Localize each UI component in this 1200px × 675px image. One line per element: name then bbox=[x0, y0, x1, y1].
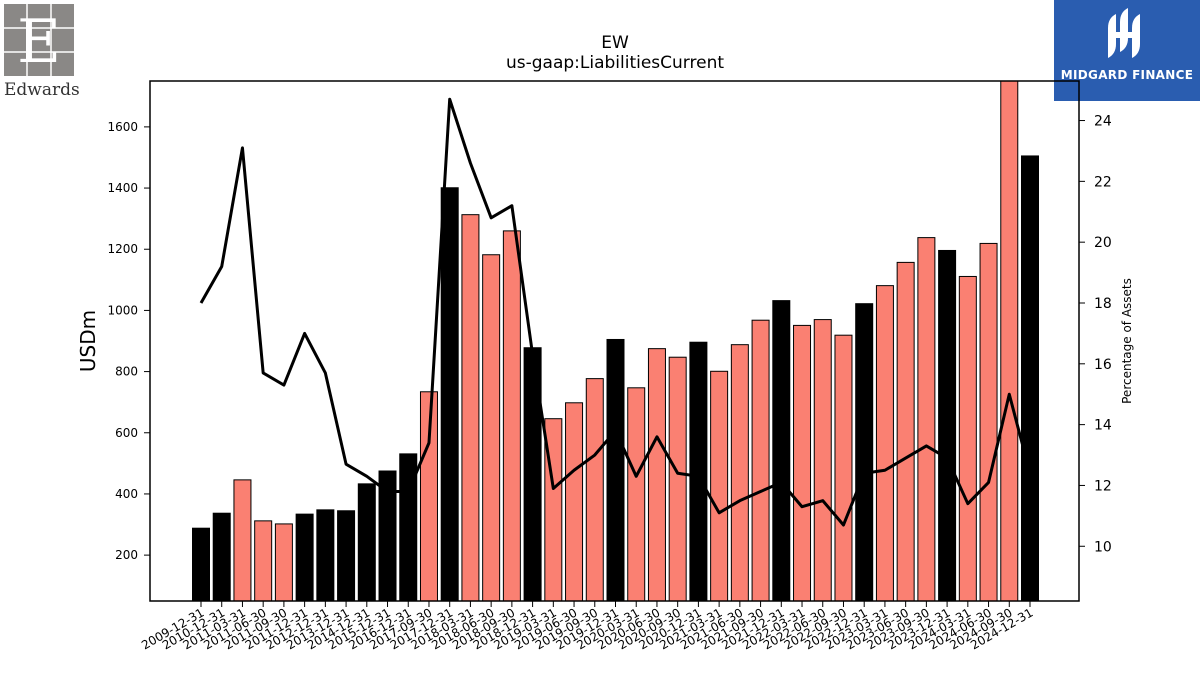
edwards-logo: E Edwards bbox=[4, 4, 80, 100]
y-axis-left: 200 400 600 800 1000 1200 1400 1600 bbox=[107, 120, 150, 562]
bar bbox=[813, 319, 832, 602]
y2-axis-label: Percentage of Assets bbox=[1120, 278, 1134, 404]
bar bbox=[710, 370, 729, 602]
y-tick-label: 400 bbox=[115, 487, 138, 501]
line-path bbox=[199, 97, 1032, 527]
y2-tick-label: 14 bbox=[1094, 418, 1112, 434]
bar bbox=[730, 344, 749, 602]
edwards-logo-text: Edwards bbox=[4, 80, 80, 100]
y-tick-label: 1600 bbox=[107, 120, 138, 134]
bar bbox=[896, 261, 915, 602]
chart-subtitle: us-gaap:LiabilitiesCurrent bbox=[506, 53, 724, 73]
y-axis-label: USDm bbox=[76, 310, 100, 372]
y2-tick-label: 12 bbox=[1094, 478, 1112, 494]
y-tick-label: 800 bbox=[115, 365, 138, 379]
bar bbox=[440, 187, 459, 602]
bar bbox=[647, 348, 666, 602]
bar bbox=[565, 402, 584, 602]
bar bbox=[958, 275, 977, 602]
midgard-logo-text: MIDGARD FINANCE bbox=[1060, 68, 1194, 82]
bar bbox=[585, 378, 604, 602]
y2-tick-label: 10 bbox=[1094, 539, 1112, 555]
bar bbox=[875, 285, 894, 602]
bar bbox=[337, 510, 356, 602]
y2-tick-label: 20 bbox=[1094, 235, 1112, 251]
bar bbox=[357, 483, 376, 602]
bar bbox=[855, 303, 874, 602]
bar bbox=[689, 341, 708, 602]
x-axis: 2009-12-312010-12-312011-03-312011-06-30… bbox=[139, 601, 1036, 652]
bar bbox=[627, 387, 646, 602]
bar bbox=[482, 254, 501, 602]
bar bbox=[1021, 155, 1039, 602]
bar bbox=[606, 338, 625, 602]
bar bbox=[668, 356, 687, 602]
bar bbox=[772, 300, 791, 602]
y2-tick-label: 22 bbox=[1094, 174, 1112, 190]
plot-frame bbox=[149, 80, 1080, 602]
bar bbox=[917, 237, 936, 602]
y-tick-label: 1400 bbox=[107, 181, 138, 195]
bar bbox=[295, 513, 314, 602]
y-axis-right: 10 12 14 16 18 20 22 24 bbox=[1079, 114, 1112, 555]
bar bbox=[1000, 80, 1019, 602]
edwards-logo-mark: E bbox=[4, 4, 74, 77]
y-tick-label: 1200 bbox=[107, 242, 138, 256]
bar bbox=[274, 523, 293, 602]
y2-tick-label: 24 bbox=[1094, 114, 1112, 130]
bar bbox=[834, 334, 853, 602]
bar bbox=[751, 319, 770, 602]
midgard-logo-mark bbox=[1108, 8, 1140, 58]
line-series bbox=[199, 97, 1032, 527]
bar bbox=[793, 324, 812, 602]
y-tick-label: 1000 bbox=[107, 303, 138, 317]
bar bbox=[254, 520, 273, 602]
bar-series bbox=[192, 80, 1039, 602]
bar bbox=[212, 512, 231, 602]
y-tick-label: 200 bbox=[115, 548, 138, 562]
chart-title: EW bbox=[601, 33, 629, 53]
bar bbox=[502, 230, 521, 602]
y2-tick-label: 16 bbox=[1094, 357, 1112, 373]
bar bbox=[192, 527, 210, 602]
bar bbox=[233, 479, 252, 602]
bar bbox=[979, 242, 998, 602]
bar bbox=[461, 214, 480, 602]
bar bbox=[316, 509, 335, 602]
y-tick-label: 600 bbox=[115, 426, 138, 440]
bar bbox=[938, 249, 957, 602]
svg-text:E: E bbox=[17, 7, 61, 76]
y2-tick-label: 18 bbox=[1094, 296, 1112, 312]
